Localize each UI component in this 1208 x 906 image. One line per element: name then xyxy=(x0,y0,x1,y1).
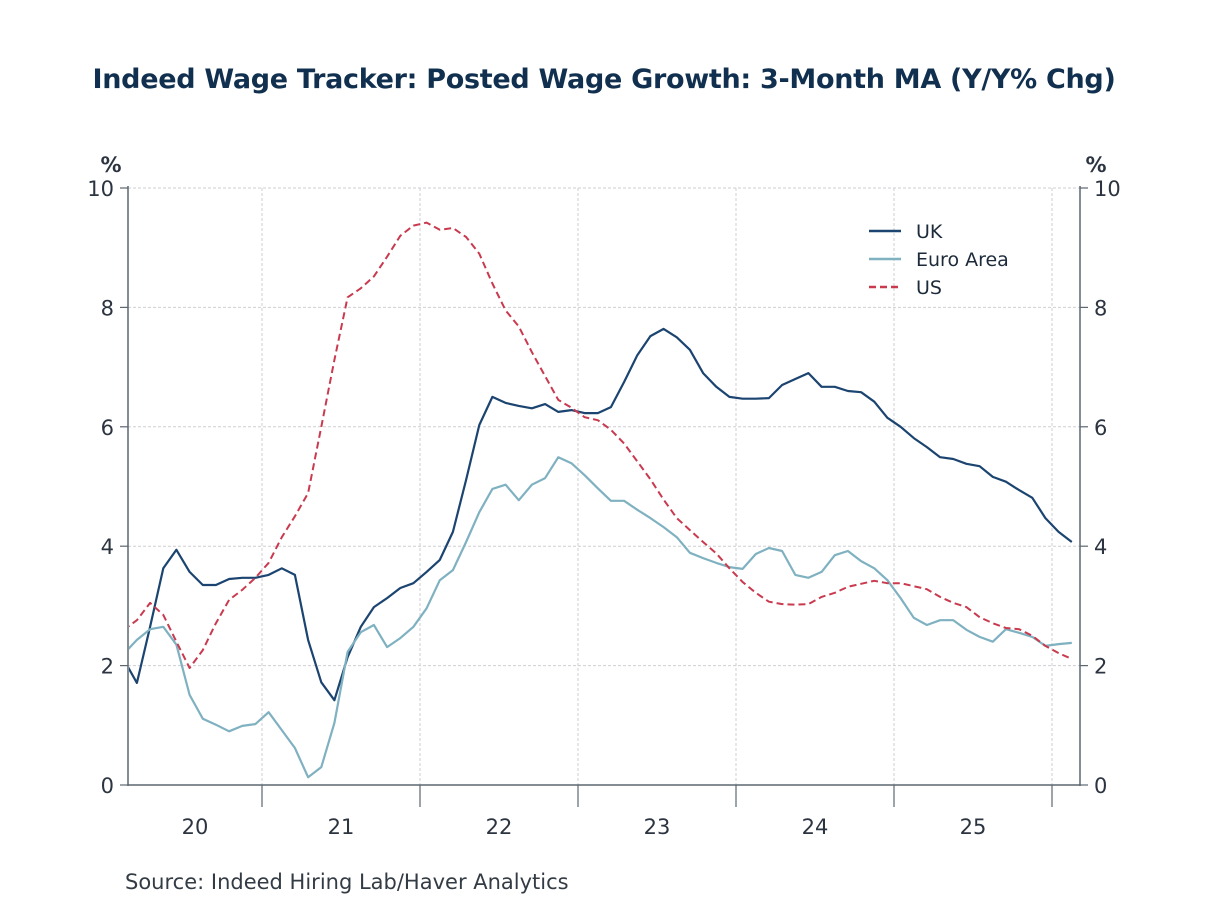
source-note: Source: Indeed Hiring Lab/Haver Analytic… xyxy=(125,870,569,894)
y-tick-label-right: 8 xyxy=(1094,296,1107,320)
y-tick-label-left: 4 xyxy=(101,535,114,559)
chart-title: Indeed Wage Tracker: Posted Wage Growth:… xyxy=(92,64,1116,95)
y-tick-label-left: 0 xyxy=(101,774,114,798)
y-tick-label-right: 2 xyxy=(1094,655,1107,679)
y-axis-left-unit: % xyxy=(100,153,121,177)
grid-lines xyxy=(128,187,1080,785)
legend: UK Euro Area US xyxy=(869,221,1009,299)
x-tick-label: 22 xyxy=(486,815,513,839)
series-line-euro-area xyxy=(129,456,1072,779)
x-tick-label: 21 xyxy=(328,815,355,839)
x-tick-label: 25 xyxy=(960,815,987,839)
y-tick-label-left: 8 xyxy=(101,296,114,320)
y-tick-label-right: 6 xyxy=(1094,416,1107,440)
y-tick-label-left: 6 xyxy=(101,416,114,440)
series-line-us xyxy=(129,221,1073,669)
y-tick-label-left: 10 xyxy=(87,177,114,201)
y-tick-label-right: 0 xyxy=(1094,774,1107,798)
series-line-uk xyxy=(129,327,1073,702)
legend-label: UK xyxy=(916,221,943,243)
x-tick-label: 23 xyxy=(644,815,671,839)
legend-label: Euro Area xyxy=(916,249,1009,271)
y-tick-label-left: 2 xyxy=(101,655,114,679)
y-tick-label-right: 10 xyxy=(1094,177,1121,201)
y-tick-label-right: 4 xyxy=(1094,535,1107,559)
y-axis-right-unit: % xyxy=(1085,153,1106,177)
legend-label: US xyxy=(916,277,942,299)
series-group xyxy=(129,221,1073,779)
x-tick-label: 20 xyxy=(182,815,209,839)
x-tick-label: 24 xyxy=(802,815,829,839)
